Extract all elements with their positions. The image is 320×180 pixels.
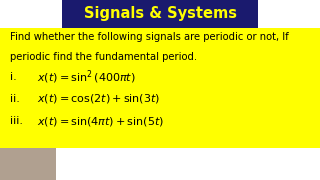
Bar [0,28,320,148]
Text: iii.: iii. [10,116,23,126]
Text: i.: i. [10,72,16,82]
Text: Signals & Systems: Signals & Systems [84,6,236,21]
Text: $x(t) = \sin(4\pi t) + \sin(5t)$: $x(t) = \sin(4\pi t) + \sin(5t)$ [37,115,164,128]
Text: ii.: ii. [10,94,20,104]
Text: $x(t) = \sin^2(400\pi t)$: $x(t) = \sin^2(400\pi t)$ [37,68,136,86]
Text: $x(t) = \cos(2t) + \sin(3t)$: $x(t) = \cos(2t) + \sin(3t)$ [37,92,160,105]
Text: periodic find the fundamental period.: periodic find the fundamental period. [10,52,197,62]
Text: Find whether the following signals are periodic or not, If: Find whether the following signals are p… [10,32,288,42]
Bar [62,0,258,28]
Bar [0,148,56,180]
